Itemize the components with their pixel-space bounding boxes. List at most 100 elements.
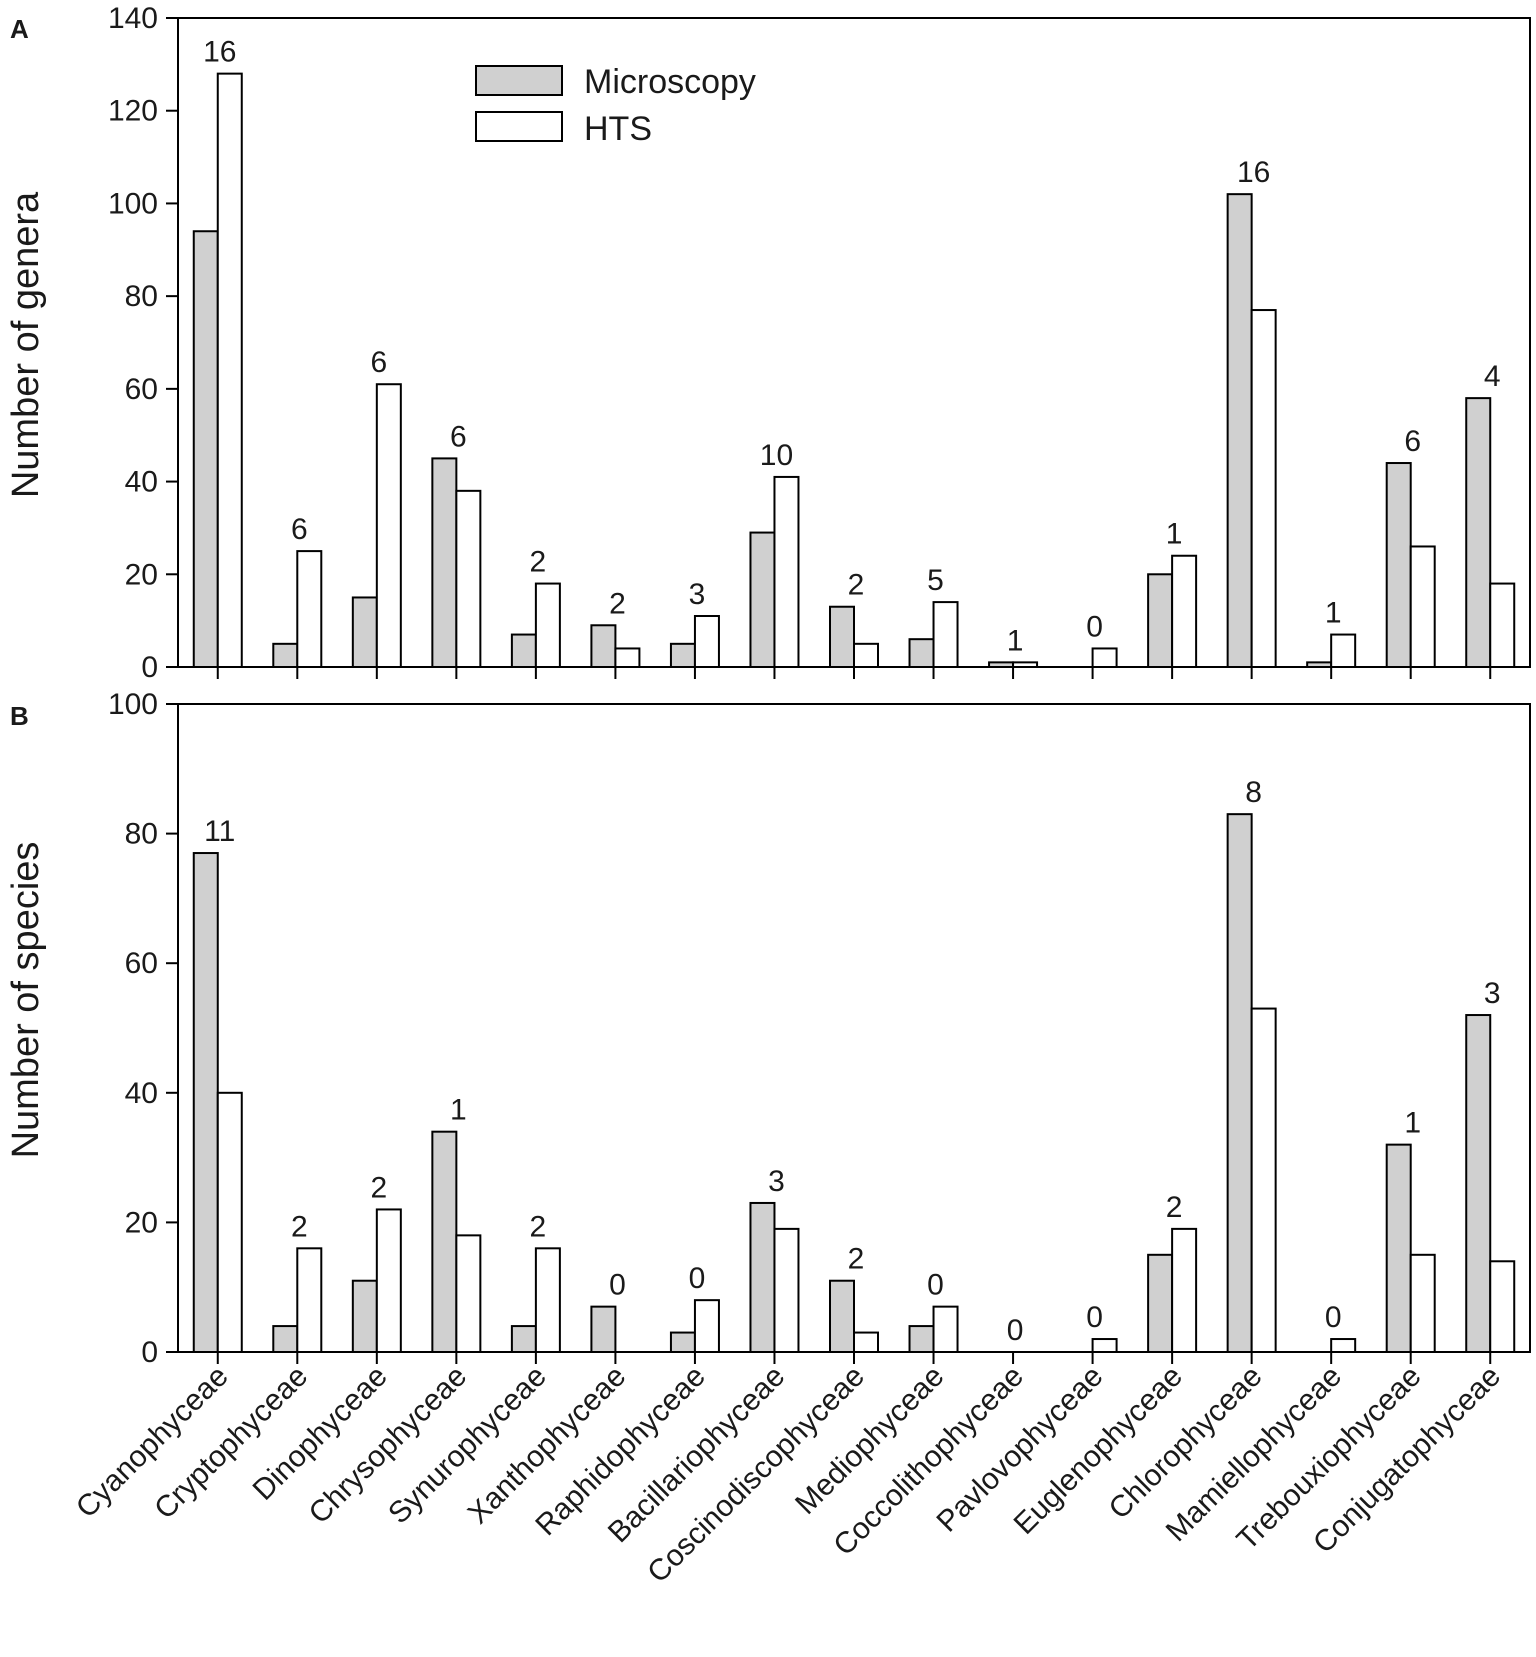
bar-microscopy-bacillariophyceae [749,1201,776,1353]
bar-hts-synurophyceae [534,1247,561,1353]
bar-annotation-coccolithophyceae: 1 [1007,624,1024,657]
bar-annotation-synurophyceae: 2 [530,546,547,579]
bar-hts-bacillariophyceae [773,475,800,668]
bar-hts-coccolithophyceae [1012,661,1039,668]
y-tick-label: 0 [141,651,158,684]
bar-microscopy-coscinodiscophyceae [829,605,855,669]
bar-annotation-mamiellophyceae: 1 [1325,597,1342,630]
bar-hts-chlorophyceae [1250,1007,1277,1353]
bar-annotation-conjugatophyceae: 4 [1484,360,1501,393]
bar-hts-raphidophyceae [693,1299,720,1354]
legend-hts-label: HTS [584,110,652,148]
y-tick-label: 60 [125,947,158,980]
y-tick-label: 40 [125,466,158,499]
y-tick-label: 80 [125,280,158,313]
bar-annotation-mediophyceae: 0 [927,1269,944,1302]
bar-annotation-conjugatophyceae: 3 [1484,977,1501,1010]
bar-hts-xanthophyceae [614,647,641,669]
bar-hts-synurophyceae [534,582,561,668]
y-tick-label: 0 [141,1336,158,1369]
bar-hts-dinophyceae [375,383,402,668]
bar-annotation-cryptophyceae: 6 [291,513,308,546]
panel-a-y-axis-title: Number of genera [5,191,47,498]
bar-microscopy-xanthophyceae [590,1305,617,1354]
bar-annotation-euglenophyceae: 1 [1166,518,1183,551]
bar-hts-dinophyceae [375,1208,402,1353]
bar-hts-mamiellophyceae [1330,633,1357,668]
bar-annotation-chlorophyceae: 16 [1237,156,1270,189]
bar-microscopy-coscinodiscophyceae [829,1279,855,1353]
panel-b-letter: B [10,701,29,731]
bar-annotation-trebouxiophyceae: 6 [1404,425,1421,458]
panel-a-letter: A [10,14,29,44]
bar-hts-pavlovophyceae [1091,647,1118,669]
bar-annotation-cyanophyceae: 11 [204,815,235,848]
bar-microscopy-cyanophyceae [192,230,219,668]
panel-a: A Number of genera 020406080100120140166… [5,2,1531,684]
bar-hts-conjugatophyceae [1489,582,1516,668]
bar-annotation-chrysophyceae: 1 [450,1094,467,1127]
bar-hts-trebouxiophyceae [1409,1253,1436,1354]
bar-microscopy-chrysophyceae [431,1130,458,1354]
legend-hts-swatch [475,111,563,142]
bar-microscopy-euglenophyceae [1147,573,1174,668]
y-tick-label: 40 [125,1077,158,1110]
bar-microscopy-euglenophyceae [1147,1253,1174,1354]
bar-hts-coscinodiscophyceae [853,642,879,668]
bar-annotation-mamiellophyceae: 0 [1325,1301,1342,1334]
bar-hts-conjugatophyceae [1489,1260,1516,1354]
bar-annotation-euglenophyceae: 2 [1166,1191,1183,1224]
bar-annotation-raphidophyceae: 3 [689,578,706,611]
bar-annotation-bacillariophyceae: 3 [768,1165,785,1198]
bar-hts-euglenophyceae [1171,554,1198,668]
bar-annotation-synurophyceae: 2 [530,1210,547,1243]
y-tick-label: 120 [108,95,158,128]
bar-hts-euglenophyceae [1171,1227,1198,1354]
bar-hts-cryptophyceae [296,550,323,668]
bar-microscopy-dinophyceae [351,596,378,669]
bar-microscopy-synurophyceae [510,633,537,668]
bar-annotation-trebouxiophyceae: 1 [1404,1107,1421,1140]
bar-annotation-chlorophyceae: 8 [1245,776,1262,809]
bar-hts-bacillariophyceae [773,1227,800,1354]
legend-microscopy-swatch [475,65,563,96]
bar-annotation-cyanophyceae: 16 [203,36,236,69]
bar-microscopy-cryptophyceae [272,1325,299,1353]
bar-annotation-dinophyceae: 2 [370,1171,387,1204]
bar-microscopy-trebouxiophyceae [1385,1143,1412,1354]
bar-hts-trebouxiophyceae [1409,545,1436,669]
bar-annotation-mediophyceae: 5 [927,564,944,597]
bar-annotation-coscinodiscophyceae: 2 [848,1243,865,1276]
y-tick-label: 20 [125,1206,158,1239]
bar-annotation-pavlovophyceae: 0 [1086,1301,1103,1334]
bar-annotation-dinophyceae: 6 [370,346,387,379]
bar-microscopy-chlorophyceae [1226,813,1253,1353]
bar-microscopy-conjugatophyceae [1465,397,1492,668]
bar-microscopy-dinophyceae [351,1279,378,1353]
bar-hts-cyanophyceae [216,1091,243,1354]
bar-annotation-coscinodiscophyceae: 2 [848,569,865,602]
bar-microscopy-xanthophyceae [590,624,617,668]
bar-microscopy-chlorophyceae [1226,193,1253,669]
y-tick-label: 100 [108,187,158,220]
bar-microscopy-cryptophyceae [272,642,299,668]
y-tick-label: 140 [108,2,158,35]
bar-annotation-cryptophyceae: 2 [291,1210,308,1243]
bar-hts-chlorophyceae [1250,309,1277,668]
bar-hts-coscinodiscophyceae [853,1331,879,1354]
panel-b-y-axis-title: Number of species [5,842,47,1159]
y-tick-label: 80 [125,818,158,851]
bar-microscopy-mediophyceae [908,638,935,669]
bar-microscopy-coccolithophyceae [988,661,1015,668]
bar-microscopy-trebouxiophyceae [1385,462,1412,668]
bar-microscopy-mediophyceae [908,1325,935,1353]
y-tick-label: 20 [125,558,158,591]
bar-hts-mediophyceae [932,1305,959,1354]
bar-microscopy-chrysophyceae [431,457,458,668]
bar-microscopy-mamiellophyceae [1306,661,1333,668]
legend-microscopy-label: Microscopy [584,63,756,101]
